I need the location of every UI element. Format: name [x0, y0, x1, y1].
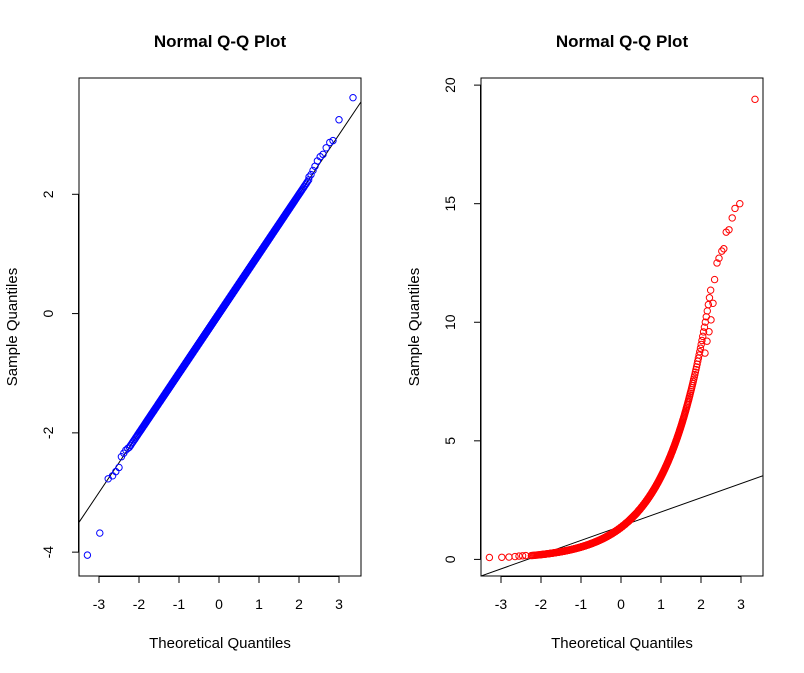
x-tick-label: 1 — [657, 596, 665, 612]
data-point — [703, 337, 711, 345]
qq-plot-normal: Normal Q-Q Plot -3 -2 -1 0 1 2 3 Theoretical Qua… — [4, 32, 362, 652]
data-point — [124, 444, 132, 453]
data-point — [751, 95, 759, 104]
data-point — [697, 340, 705, 349]
x-axis: -3 -2 -1 0 1 2 3 — [93, 576, 343, 612]
data-point — [710, 275, 719, 284]
x-tick-label: -2 — [535, 596, 548, 612]
x-tick-label: -2 — [133, 596, 146, 612]
data-point — [705, 294, 714, 302]
y-axis-label: Sample Quantiles — [406, 268, 423, 386]
plot-frame — [480, 77, 764, 577]
y-tick-label: 15 — [442, 196, 458, 212]
data-point — [699, 332, 707, 341]
data-point — [731, 204, 739, 213]
x-tick-label: 0 — [617, 596, 625, 612]
y-tick-label: -4 — [40, 546, 56, 559]
data-point — [696, 347, 704, 356]
x-axis-label: Theoretical Quantiles — [149, 635, 291, 652]
x-axis: -3 -2 -1 0 1 2 3 — [495, 576, 745, 612]
data-point — [706, 286, 715, 294]
data-point — [728, 214, 736, 222]
data-point — [699, 328, 708, 336]
data-point — [319, 150, 327, 159]
data-point — [518, 552, 527, 560]
data-point — [736, 199, 744, 208]
data-point — [705, 328, 713, 336]
x-tick-label: -1 — [173, 596, 186, 612]
data-point — [718, 247, 726, 255]
plot-area — [481, 95, 763, 576]
plot-frame — [78, 77, 362, 577]
x-tick-label: 3 — [737, 596, 745, 612]
data-point — [305, 173, 313, 181]
data-point — [485, 553, 494, 562]
data-point — [701, 349, 709, 357]
y-tick-label: 2 — [40, 190, 56, 198]
data-point — [692, 365, 700, 374]
x-tick-label: 2 — [697, 596, 705, 612]
y-tick-label: 0 — [442, 555, 458, 563]
x-tick-label: 0 — [215, 596, 223, 612]
data-point — [698, 336, 706, 345]
data-point — [505, 553, 513, 561]
data-point — [703, 307, 711, 315]
data-point — [696, 344, 705, 352]
y-tick-label: -2 — [40, 426, 56, 439]
data-point — [498, 553, 506, 561]
y-tick-label: 5 — [442, 437, 458, 445]
x-axis-label: Theoretical Quantiles — [551, 635, 693, 652]
data-point — [322, 144, 330, 152]
x-tick-label: -1 — [575, 596, 588, 612]
y-tick-label: 10 — [442, 314, 458, 330]
data-point — [707, 316, 715, 324]
data-point — [725, 226, 733, 234]
data-point — [700, 323, 709, 331]
y-axis-label: Sample Quantiles — [4, 268, 21, 386]
data-point — [309, 166, 317, 175]
data-point — [335, 116, 343, 124]
data-point — [704, 300, 713, 309]
x-tick-label: 1 — [255, 596, 263, 612]
data-point — [122, 446, 130, 454]
x-tick-label: -3 — [495, 596, 508, 612]
x-tick-label: -3 — [93, 596, 106, 612]
chart-title: Normal Q-Q Plot — [154, 32, 287, 51]
x-tick-label: 3 — [335, 596, 343, 612]
data-point — [83, 551, 92, 559]
data-point — [713, 259, 721, 267]
data-point — [720, 245, 728, 253]
plot-area — [79, 93, 361, 559]
x-tick-label: 2 — [295, 596, 303, 612]
data-point — [709, 299, 717, 307]
data-point — [303, 177, 312, 186]
data-point — [511, 552, 519, 561]
data-point — [715, 254, 723, 262]
data-point — [522, 551, 530, 560]
y-axis: -4 -2 0 2 — [40, 190, 79, 558]
data-point — [115, 463, 123, 472]
qq-plot-skewed: Normal Q-Q Plot -3 -2 -1 0 1 2 3 Theoretical Qua… — [406, 32, 764, 652]
chart-title: Normal Q-Q Plot — [556, 32, 689, 51]
y-tick-label: 0 — [40, 309, 56, 317]
y-tick-label: 20 — [442, 77, 458, 93]
data-point — [329, 136, 337, 145]
data-point — [96, 529, 104, 537]
data-point — [692, 363, 701, 371]
data-point — [307, 170, 315, 179]
data-point — [349, 93, 357, 102]
y-axis: 0 5 10 15 20 — [442, 77, 481, 563]
